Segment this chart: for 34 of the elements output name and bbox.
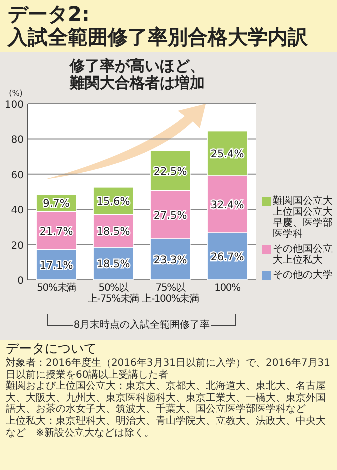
data-label: 23.3% (154, 254, 188, 266)
legend-label: その他国公立大上位私大 (273, 244, 334, 266)
text: 修了率が高いほど、難関大合格者は増加 (70, 57, 206, 92)
data-label: 15.6% (96, 196, 130, 208)
text: データについて (6, 342, 98, 357)
text: 対象者：2016年度生（2016年3月31日以前に入学）で、2016年7月31日以前に授業を60講以上受講した者 (6, 358, 332, 380)
y-tick-label: 40 (11, 206, 24, 217)
data-label: 18.5% (96, 226, 130, 238)
data-label: 26.7% (210, 252, 244, 264)
data-label: 25.4% (210, 148, 244, 161)
y-tick-label: 60 (11, 170, 24, 182)
x-tick-label: 100% (214, 283, 242, 294)
data-label: 22.5% (154, 166, 188, 178)
x-axis-title: 8月末時点の入試全範囲修了率 (73, 320, 211, 332)
data-label: 32.4% (210, 199, 244, 212)
y-tick-label: 100 (4, 100, 24, 111)
legend-label: その他の大学 (273, 270, 334, 281)
chart-title: データ2: (8, 2, 91, 26)
y-axis-title: (%) (9, 89, 23, 98)
chart-subtitle: 入試全範囲修了率別合格大学内訳 (8, 25, 309, 49)
y-tick-label: 80 (11, 135, 24, 146)
text: 難関および上位国公立大：東京大、京都大、北海道大、東北大、名古屋大、大阪大、九州大、東京医科歯科大、東京工業大、一橋大、東京外国語大、お茶の水女子大、筑波大、千葉大、国公立医学部医学科など (6, 381, 327, 416)
y-tick-label: 20 (11, 240, 24, 252)
data-label: 18.5% (96, 258, 130, 271)
text: 上位私大：東京理科大、明治大、青山学院大、立教大、法政大、中央大など ※新設公立大などは除く。 (6, 416, 327, 439)
y-tick-label: 0 (18, 276, 24, 287)
data-label: 27.5% (154, 210, 188, 222)
legend-label: 難関国公立大上位国公立大早慶、医学部医学科 (273, 196, 334, 240)
x-tick-label: 75%以上-100%未満 (141, 283, 200, 305)
x-tick-label: 50%以上-75%未満 (87, 283, 140, 305)
x-tick-label: 50%未満 (36, 283, 77, 294)
data-label: 9.7% (43, 198, 70, 210)
data-label: 17.1% (40, 260, 74, 272)
data-label: 21.7% (40, 226, 74, 238)
